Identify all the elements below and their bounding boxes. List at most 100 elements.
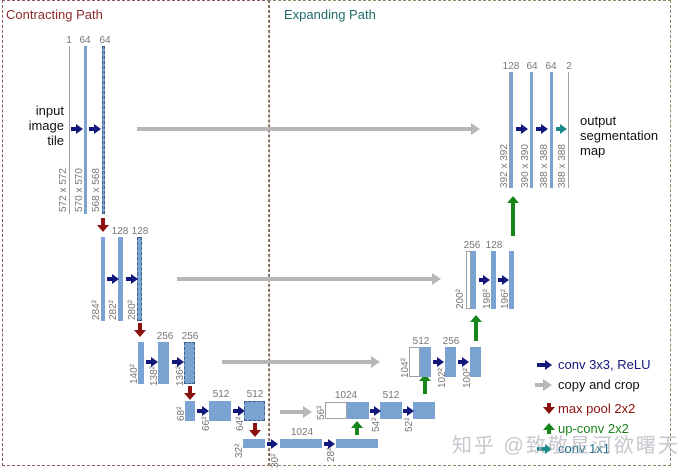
feature-map [69, 46, 70, 214]
dim-label: 388 x 388 [557, 144, 568, 188]
feature-map [185, 401, 195, 421]
channel-label: 64 [545, 61, 557, 72]
conv-arrow-icon [233, 406, 245, 416]
conv-arrow-icon [172, 357, 184, 367]
max-pool-arrow-icon [97, 218, 109, 232]
channel-label: 128 [502, 61, 520, 72]
feature-map [509, 251, 514, 309]
dim-label: 196² [500, 288, 511, 309]
cropped-feature-map [466, 251, 471, 309]
expanding-path-title: Expanding Path [284, 7, 376, 22]
conv-arrow-icon [107, 274, 119, 284]
dim-label: 66² [201, 416, 212, 431]
feature-map [445, 347, 456, 377]
feature-map [138, 342, 144, 384]
channel-label: 128 [485, 240, 503, 251]
feature-map [118, 237, 123, 321]
feature-map [510, 72, 513, 188]
conv-arrow-icon [146, 357, 158, 367]
conv-arrow-icon [71, 124, 83, 134]
feature-map [184, 342, 195, 384]
contracting-path-title: Contracting Path [6, 7, 103, 22]
max-pool-arrow-icon [184, 386, 196, 400]
feature-map [209, 401, 231, 421]
dim-label: 138² [149, 365, 160, 386]
conv-arrow-icon [403, 406, 414, 416]
dim-label: 140² [129, 363, 140, 384]
dim-label: 572 x 572 [58, 168, 69, 212]
feature-map [491, 251, 496, 309]
up-conv-arrow-icon [543, 422, 555, 434]
dim-label: 390 x 390 [520, 144, 531, 188]
feature-map [280, 439, 322, 448]
conv-arrow-icon [126, 274, 138, 284]
dim-label: 68² [176, 406, 187, 421]
dim-label: 284² [91, 299, 102, 320]
feature-map [158, 342, 169, 384]
dim-label: 56² [316, 405, 327, 420]
feature-map [101, 237, 105, 321]
input-label: input image tile [28, 103, 64, 148]
max-pool-arrow-icon [134, 323, 146, 337]
dim-label: 54² [371, 417, 382, 432]
channel-label: 256 [156, 331, 174, 342]
copy-crop-arrow-icon [137, 123, 480, 135]
feature-map [347, 402, 369, 419]
dim-label: 392 x 392 [499, 144, 510, 188]
conv-arrow-icon [89, 124, 101, 134]
copy-crop-arrow-icon [222, 356, 380, 368]
channel-label: 256 [181, 331, 199, 342]
channel-label: 512 [412, 336, 430, 347]
dim-label: 198² [482, 288, 493, 309]
up-conv-arrow-icon [419, 374, 431, 394]
dim-label: 102² [437, 367, 448, 388]
feature-map [137, 237, 142, 321]
channel-label: 128 [131, 226, 149, 237]
conv-arrow-icon [479, 275, 490, 285]
dim-label: 32² [234, 443, 245, 458]
channel-label: 256 [442, 336, 460, 347]
feature-map [380, 402, 402, 419]
dim-label: 388 x 388 [539, 144, 550, 188]
up-conv-arrow-icon [470, 315, 482, 341]
legend-pool: max pool 2x2 [543, 401, 635, 416]
channel-label: 1024 [290, 427, 314, 438]
conv-arrow-icon [433, 357, 444, 367]
dim-label: 200² [455, 288, 466, 309]
up-conv-arrow-icon [507, 196, 519, 236]
feature-map [568, 72, 569, 188]
channel-label: 128 [111, 226, 129, 237]
channel-label: 512 [382, 390, 400, 401]
conv-arrow-icon [536, 124, 548, 134]
copy-crop-arrow-icon [177, 273, 441, 285]
conv-arrow-icon [370, 406, 381, 416]
conv-arrow-icon [197, 406, 209, 416]
feature-map [530, 72, 533, 188]
channel-label: 256 [463, 240, 481, 251]
conv-arrow-icon [458, 357, 469, 367]
feature-map [102, 46, 105, 214]
output-label: output segmentation map [580, 113, 659, 158]
channel-label: 64 [526, 61, 538, 72]
feature-map [550, 72, 553, 188]
conv-1x1-arrow-icon [556, 124, 567, 134]
feature-map [336, 439, 378, 448]
copy-arrow-icon [535, 378, 552, 391]
feature-map [243, 439, 265, 448]
legend-copy: copy and crop [535, 377, 640, 392]
conv-arrow-icon [267, 439, 278, 449]
conv-arrow-icon [537, 359, 552, 370]
channel-label: 2 [566, 61, 572, 72]
dim-label: 282² [108, 299, 119, 320]
cropped-feature-map [409, 347, 420, 377]
channel-label: 64 [79, 35, 91, 46]
feature-map [471, 251, 476, 309]
legend-conv1x1: conv 1x1 [537, 441, 610, 456]
conv-arrow-icon [516, 124, 528, 134]
conv-arrow-icon [324, 439, 335, 449]
max-pool-arrow-icon [249, 423, 261, 437]
feature-map [244, 401, 265, 421]
legend-upconv: up-conv 2x2 [543, 421, 629, 436]
feature-map [84, 46, 87, 214]
channel-label: 512 [246, 389, 264, 400]
